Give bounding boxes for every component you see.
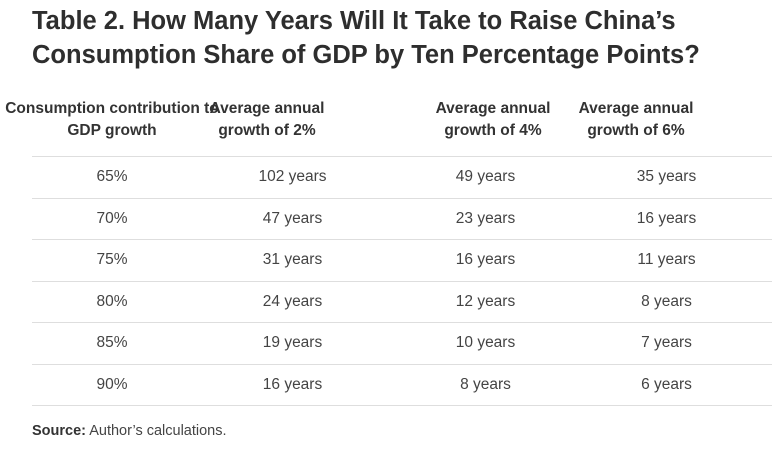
table-cell: 35 years bbox=[553, 156, 772, 199]
cell-value: 6 years bbox=[641, 375, 692, 393]
table-cell: 16 years bbox=[553, 198, 772, 240]
header-growth-6pct: Average annual growth of 6% bbox=[553, 96, 772, 157]
header-growth-2pct: Average annual growth of 2% bbox=[192, 96, 393, 157]
table-cell: 8 years bbox=[553, 281, 772, 323]
cell-value: 12 years bbox=[455, 292, 516, 310]
cell-value: 24 years bbox=[262, 292, 323, 310]
table-row: 80% 24 years 12 years 8 years bbox=[32, 281, 772, 323]
table-row: 65% 102 years 49 years 35 years bbox=[32, 156, 772, 199]
cell-value: 16 years bbox=[455, 251, 516, 269]
row-label: 65% bbox=[96, 168, 128, 186]
source-label: Source: bbox=[32, 423, 86, 439]
table-cell: 6 years bbox=[553, 364, 772, 406]
cell-value: 11 years bbox=[637, 251, 696, 269]
table-body: 65% 102 years 49 years 35 years 70% 47 years 2… bbox=[32, 156, 772, 406]
cell-value: 102 years bbox=[258, 168, 327, 186]
table-row: 75% 31 years 16 years 11 years bbox=[32, 239, 772, 282]
table-cell: 16 years bbox=[393, 239, 553, 282]
source-note: Source: Author’s calculations. bbox=[32, 423, 227, 439]
table-cell: 11 years bbox=[553, 239, 772, 282]
cell-value: 19 years bbox=[262, 334, 323, 352]
cell-value: 7 years bbox=[641, 334, 692, 352]
table-cell: 23 years bbox=[393, 198, 553, 240]
header-growth-4pct: Average annual growth of 4% bbox=[393, 96, 553, 157]
table-cell: 31 years bbox=[192, 239, 393, 282]
row-label-cell: 80% bbox=[32, 281, 192, 323]
table-header: Consumption contribution to GDP growth A… bbox=[5, 96, 772, 157]
row-label: 70% bbox=[96, 209, 128, 227]
row-label-cell: 70% bbox=[32, 198, 192, 240]
cell-value: 47 years bbox=[262, 209, 323, 227]
table-cell: 12 years bbox=[393, 281, 553, 323]
row-label-cell: 65% bbox=[32, 156, 192, 199]
table-cell: 7 years bbox=[553, 322, 772, 365]
table-cell: 49 years bbox=[393, 156, 553, 199]
table-cell: 47 years bbox=[192, 198, 393, 240]
source-text: Author’s calculations. bbox=[86, 423, 227, 439]
header-row: Consumption contribution to GDP growth A… bbox=[5, 96, 772, 157]
cell-value: 8 years bbox=[460, 375, 511, 393]
row-label-cell: 75% bbox=[32, 239, 192, 282]
cell-value: 8 years bbox=[641, 292, 692, 310]
row-label: 75% bbox=[96, 251, 128, 269]
table-row: 90% 16 years 8 years 6 years bbox=[32, 364, 772, 406]
cell-value: 49 years bbox=[455, 168, 516, 186]
cell-value: 35 years bbox=[636, 168, 697, 186]
table-cell: 102 years bbox=[192, 156, 393, 199]
data-table: Consumption contribution to GDP growth A… bbox=[5, 96, 772, 406]
row-label-cell: 90% bbox=[32, 364, 192, 406]
row-label: 80% bbox=[96, 292, 128, 310]
table-row: 85% 19 years 10 years 7 years bbox=[32, 322, 772, 365]
table-title: Table 2. How Many Years Will It Take to … bbox=[32, 7, 700, 69]
cell-value: 31 years bbox=[262, 251, 323, 269]
row-label-cell: 85% bbox=[32, 322, 192, 365]
cell-value: 10 years bbox=[455, 334, 516, 352]
cell-value: 23 years bbox=[455, 209, 516, 227]
table-cell: 10 years bbox=[393, 322, 553, 365]
cell-value: 16 years bbox=[262, 375, 323, 393]
table-cell: 24 years bbox=[192, 281, 393, 323]
table-cell: 8 years bbox=[393, 364, 553, 406]
row-label: 90% bbox=[96, 375, 128, 393]
header-consumption-contribution: Consumption contribution to GDP growth bbox=[5, 96, 219, 157]
table-cell: 19 years bbox=[192, 322, 393, 365]
row-label: 85% bbox=[96, 334, 128, 352]
table-cell: 16 years bbox=[192, 364, 393, 406]
cell-value: 16 years bbox=[636, 209, 697, 227]
table-row: 70% 47 years 23 years 16 years bbox=[32, 198, 772, 240]
